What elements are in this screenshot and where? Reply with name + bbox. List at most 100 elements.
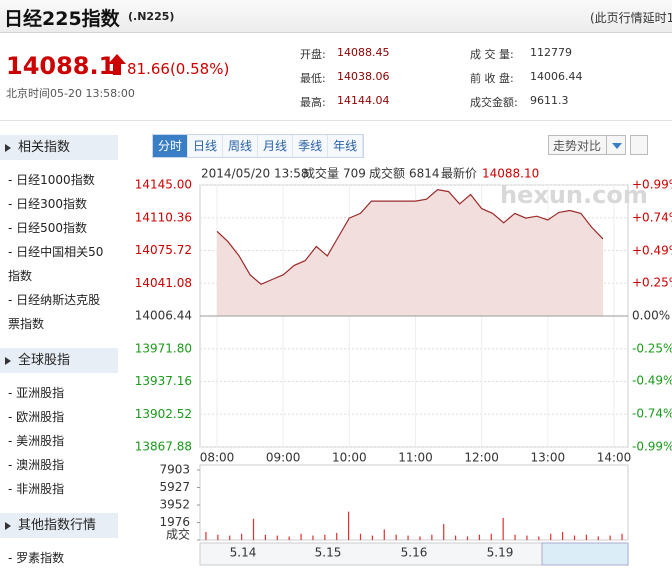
sidebar-link[interactable]: - 日经500指数 — [8, 221, 88, 235]
sidebar-link[interactable]: - 日经300指数 — [8, 197, 88, 211]
volume-bar — [466, 536, 469, 540]
y2-tick-label: 0.00% — [632, 309, 670, 323]
info-text: 2014/05/20 13:58 — [201, 167, 309, 181]
section-header: 全球股指 — [0, 348, 118, 373]
y-tick-label: 3952 — [159, 497, 190, 511]
x-tick-label: 11:00 — [398, 451, 433, 465]
link-text[interactable]: 亚洲股指 — [16, 386, 65, 400]
price-area — [217, 189, 603, 316]
navigator-date: 5.16 — [401, 546, 428, 560]
link-text[interactable]: 欧洲股指 — [16, 410, 65, 424]
link-text[interactable]: 美洲股指 — [16, 434, 65, 448]
sidebar-link[interactable]: - 非洲股指 — [8, 482, 65, 496]
sidebar-link[interactable]: - 欧洲股指 — [8, 410, 65, 424]
volume-bar — [443, 524, 445, 540]
volume-bar — [205, 532, 207, 540]
volume-bar — [252, 518, 255, 540]
stat-value: 112779 — [530, 46, 572, 59]
volume-bar — [241, 533, 243, 540]
tab[interactable]: 周线 — [223, 135, 259, 157]
y-tick-label: 13937.16 — [135, 374, 192, 388]
link-text[interactable]: 澳洲股指 — [16, 458, 65, 472]
stat-label: 成 交 量: — [470, 48, 514, 61]
info-text: 成交额 — [369, 166, 405, 181]
sidebar-link[interactable]: - 美洲股指 — [8, 434, 65, 448]
stat-label: 成交金额: — [470, 96, 518, 109]
y-tick-label: 14145.00 — [135, 178, 192, 192]
volume-bar — [585, 534, 587, 540]
stat-value: 14006.44 — [530, 70, 583, 83]
volume-bar — [288, 536, 290, 540]
x-tick-label: 09:00 — [266, 451, 301, 465]
link-text[interactable]: 日经中国相关50指数 — [8, 245, 104, 283]
stat-value: 14088.45 — [337, 46, 390, 59]
link-text[interactable]: 罗素指数 — [16, 551, 65, 565]
sidebar: 相关指数 - 日经1000指数 - 日经300指数 - 日经500指数 - 日经中国相关… — [0, 135, 118, 570]
delete-button[interactable] — [630, 135, 648, 155]
volume-bar — [550, 533, 552, 540]
x-tick-label: 08:00 — [200, 451, 235, 465]
volume-bar — [538, 536, 540, 540]
sidebar-link[interactable]: - 罗素指数 — [8, 551, 65, 565]
y-tick-label: 1976 — [159, 515, 190, 529]
stat-label: 前 收 盘: — [470, 72, 514, 85]
watermark: hexun.com — [500, 181, 648, 209]
volume-bar — [431, 534, 433, 540]
y2-tick-label: +0.99% — [632, 178, 672, 192]
volume-bar — [526, 535, 528, 540]
section-header: 相关指数 — [0, 135, 118, 160]
sidebar-link[interactable]: - 亚洲股指 — [8, 386, 65, 400]
y2-tick-label: +0.74% — [632, 211, 672, 225]
y2-tick-label: +0.49% — [632, 244, 672, 258]
volume-bar — [264, 534, 266, 540]
sidebar-link[interactable]: - 日经中国相关50指数 — [8, 245, 104, 283]
y2-tick-label: -0.74% — [632, 406, 672, 420]
link-text[interactable]: 日经纳斯达克股票指数 — [8, 293, 101, 331]
tab[interactable]: 年线 — [328, 135, 364, 157]
sidebar-link[interactable]: - 日经纳斯达克股票指数 — [8, 293, 101, 331]
y-tick-label: 14075.72 — [135, 243, 192, 257]
header-bar — [0, 0, 672, 33]
volume-bar — [573, 535, 576, 540]
up-arrow — [113, 63, 121, 75]
volume-bar — [597, 536, 599, 540]
tab[interactable]: 季线 — [293, 135, 329, 157]
sidebar-section: 相关指数 - 日经1000指数 - 日经300指数 - 日经500指数 - 日经中国相关… — [0, 135, 118, 336]
sidebar-section: 其他指数行情 - 罗素指数 — [0, 513, 118, 570]
sidebar-link[interactable]: - 澳洲股指 — [8, 458, 65, 472]
volume-bar — [455, 535, 457, 540]
price: 14088.1 — [6, 52, 116, 80]
navigator-window — [541, 542, 629, 566]
tab[interactable]: 月线 — [258, 135, 294, 157]
stat-label: 最高: — [300, 96, 326, 109]
link-text[interactable]: 非洲股指 — [16, 482, 65, 496]
info-text: 最新价 — [441, 166, 477, 181]
tab[interactable]: 日线 — [188, 135, 224, 157]
volume-bar — [229, 535, 231, 540]
y-tick-label: 成交 — [166, 527, 190, 542]
volume-bar — [419, 536, 421, 540]
y2-tick-label: -0.49% — [632, 373, 672, 387]
sidebar-link[interactable]: - 日经1000指数 — [8, 173, 95, 187]
navigator-date: 5.14 — [230, 546, 257, 560]
link-text[interactable]: 日经300指数 — [16, 197, 88, 211]
stat-label: 最低: — [300, 72, 326, 85]
navigator-date: 5.19 — [487, 546, 514, 560]
y-tick-label: 13971.80 — [135, 341, 192, 355]
volume-bar — [383, 529, 385, 540]
compare-dropdown[interactable] — [606, 136, 627, 154]
x-tick-label: 14:00 — [597, 451, 632, 465]
volume-bar — [300, 533, 302, 540]
tab[interactable]: 分时 — [153, 135, 189, 157]
volume-bar — [562, 532, 564, 540]
x-tick-label: 10:00 — [332, 451, 367, 465]
volume-bar — [336, 532, 338, 540]
link-text[interactable]: 日经1000指数 — [16, 173, 95, 187]
title: 日经225指数 — [4, 8, 120, 30]
volume-bar — [359, 533, 362, 540]
volume-bar — [371, 535, 373, 540]
tabs: 分时 日线 周线 月线 季线 年线 — [152, 134, 365, 158]
link-text[interactable]: 日经500指数 — [16, 221, 88, 235]
